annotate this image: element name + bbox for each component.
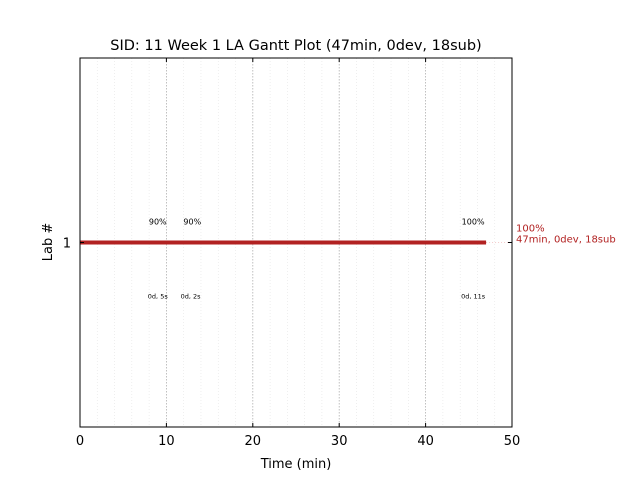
chart-marks: 90% 90% 100%0d, 5s 0d, 2s 0d, 11s100%47min, … (80, 218, 616, 301)
x-tick-label: 0 (76, 434, 84, 449)
axes: 0 10 20 30 40 50 1 (63, 58, 521, 449)
end-annotation-line: 100% (516, 224, 545, 235)
duration-label: 0d, 2s (181, 293, 202, 301)
y-axis-label: Lab # (41, 223, 56, 262)
x-tick-label: 30 (331, 434, 348, 449)
x-tick-label: 10 (158, 434, 175, 449)
score-label: 90% (183, 218, 201, 227)
end-annotation-line: 47min, 0dev, 18sub (516, 235, 616, 246)
chart-title: SID: 11 Week 1 LA Gantt Plot (47min, 0de… (110, 38, 481, 54)
x-tick-label: 40 (417, 434, 434, 449)
duration-label: 0d, 11s (461, 293, 486, 301)
x-axis-label: Time (min) (260, 457, 332, 472)
x-tick-label: 50 (504, 434, 521, 449)
score-label: 90% (149, 218, 167, 227)
duration-label: 0d, 5s (148, 293, 169, 301)
y-tick-label: 1 (63, 237, 71, 252)
score-label: 100% (462, 218, 485, 227)
x-tick-label: 20 (245, 434, 262, 449)
